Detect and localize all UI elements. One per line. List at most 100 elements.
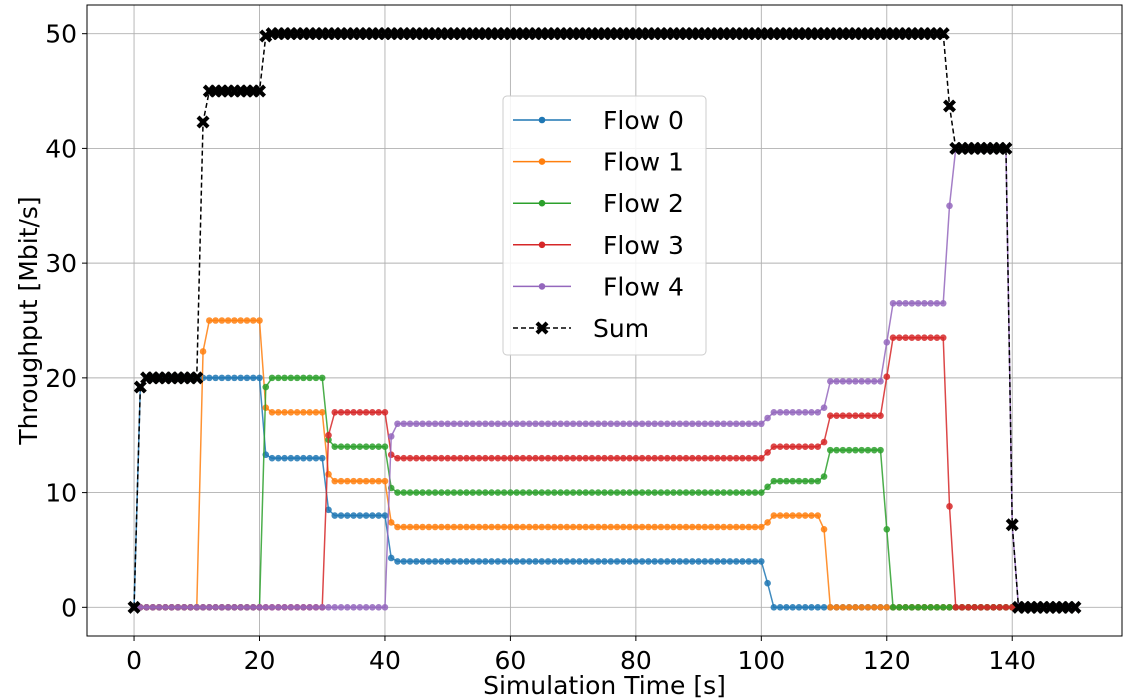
data-point (507, 523, 514, 531)
data-point (475, 454, 483, 462)
data-point (381, 443, 389, 451)
data-point (632, 454, 640, 462)
data-point (908, 604, 916, 611)
data-point (808, 443, 815, 451)
data-point (419, 454, 426, 462)
data-point (896, 299, 903, 307)
data-point (569, 489, 577, 496)
data-point (877, 604, 884, 611)
data-point (620, 489, 627, 496)
data-point (689, 558, 696, 565)
data-point (827, 378, 834, 385)
data-point (137, 604, 144, 611)
data-point (663, 454, 671, 462)
data-point (607, 420, 615, 428)
data-point (456, 489, 464, 496)
data-point (551, 523, 558, 531)
legend-label: Flow 3 (603, 231, 684, 260)
data-point (494, 523, 502, 531)
data-point (569, 523, 577, 531)
data-point (588, 523, 596, 531)
data-point (456, 454, 464, 462)
data-point (306, 408, 313, 416)
data-point (714, 420, 721, 428)
data-point (588, 558, 596, 565)
data-point (732, 558, 740, 565)
data-point (356, 604, 364, 611)
data-point (387, 554, 395, 562)
data-point (883, 526, 891, 533)
data-point (626, 454, 633, 462)
data-point (870, 604, 878, 611)
data-point (557, 523, 564, 531)
data-point (444, 489, 451, 496)
data-point (613, 558, 621, 565)
data-point (933, 604, 941, 611)
data-point (745, 420, 753, 428)
data-point (218, 317, 226, 324)
data-point (249, 317, 257, 324)
data-point (808, 604, 815, 611)
data-point (494, 420, 502, 428)
data-point (695, 454, 702, 462)
data-point (344, 477, 351, 485)
data-point (525, 489, 533, 496)
data-point (400, 454, 408, 462)
data-point (212, 374, 219, 382)
data-point (469, 489, 477, 496)
data-point (312, 604, 320, 611)
data-point (764, 519, 771, 526)
data-point (594, 489, 602, 496)
data-point (707, 420, 715, 428)
data-point (507, 454, 514, 462)
data-point (839, 604, 847, 611)
data-point (394, 558, 401, 565)
x-tick-label: 20 (244, 646, 276, 675)
data-point (864, 446, 872, 454)
data-point (588, 420, 596, 428)
data-point (356, 443, 364, 451)
data-point (369, 408, 376, 416)
data-point (400, 420, 408, 428)
data-point (833, 412, 840, 420)
data-point (714, 454, 721, 462)
data-point (488, 454, 495, 462)
data-point (180, 604, 188, 611)
data-point (275, 604, 282, 611)
data-point (544, 558, 552, 565)
data-point (519, 420, 527, 428)
data-point (676, 523, 684, 531)
data-point (889, 604, 897, 611)
data-point (237, 374, 244, 382)
data-point (626, 489, 633, 496)
data-point (745, 489, 753, 496)
data-point (682, 489, 690, 496)
data-point (601, 454, 608, 462)
data-point (663, 523, 671, 531)
data-point (870, 446, 878, 454)
data-point (663, 420, 671, 428)
data-point (281, 408, 288, 416)
data-point (645, 523, 652, 531)
data-point (1002, 604, 1010, 611)
data-point (638, 420, 646, 428)
sum-marker (190, 371, 204, 385)
data-point (613, 489, 621, 496)
data-point (431, 420, 439, 428)
data-point (482, 489, 489, 496)
data-point (852, 604, 859, 611)
data-point (387, 433, 395, 440)
data-point (557, 420, 564, 428)
data-point (381, 408, 389, 416)
data-point (795, 512, 803, 519)
data-point (576, 523, 583, 531)
data-point (513, 523, 520, 531)
data-point (739, 420, 746, 428)
data-point (839, 378, 847, 385)
data-point (369, 512, 376, 519)
data-point (544, 454, 552, 462)
data-point (858, 604, 865, 611)
data-point (720, 454, 727, 462)
data-point (814, 477, 822, 485)
data-point (770, 408, 778, 416)
